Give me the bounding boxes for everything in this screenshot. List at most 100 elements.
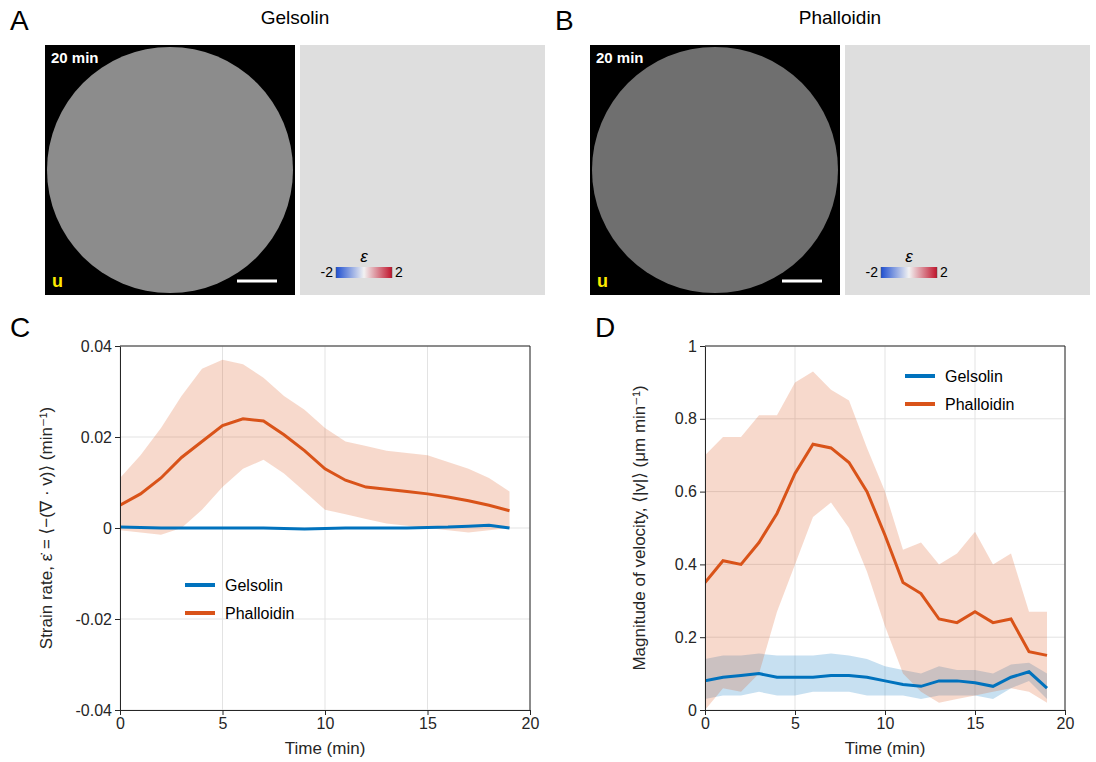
legend-swatch	[905, 374, 935, 378]
image-disc	[592, 47, 838, 293]
series-line	[120, 419, 510, 511]
scale-bar	[782, 280, 822, 283]
panel-letter: C	[10, 312, 30, 343]
x-axis-title: Time (min)	[845, 739, 926, 758]
legend-label: Gelsolin	[225, 577, 283, 594]
tick-label: -0.04	[76, 702, 113, 719]
strain-map-background	[300, 45, 545, 295]
y-axis: 0 0.2 0.4 0.6 0.8 1	[675, 338, 706, 719]
scale-bar	[237, 280, 277, 283]
strain-map-background	[845, 45, 1090, 295]
legend-label: Phalloidin	[945, 396, 1014, 413]
tick-label: 0.02	[81, 429, 112, 446]
tick-label: 10	[877, 715, 895, 732]
colorbar	[881, 267, 937, 278]
tick-label: 20	[1057, 715, 1075, 732]
time-label: 20 min	[51, 49, 99, 66]
tick: 0	[701, 710, 710, 732]
image-panel: BPhalloidin20 minuε-22	[555, 5, 1090, 295]
vector-label: u	[597, 271, 608, 291]
colorbar-tick	[881, 267, 882, 278]
plot-background	[120, 346, 530, 710]
tick-label: -0.02	[76, 611, 113, 628]
tick-mark	[428, 710, 429, 715]
legend-swatch	[185, 583, 215, 587]
frame-top	[120, 346, 530, 347]
colorbar	[336, 267, 392, 278]
tick: 5	[219, 710, 228, 732]
panel-letter: B	[555, 5, 574, 36]
tick: -0.02	[76, 611, 120, 628]
tick-label: 15	[967, 715, 985, 732]
image-disc	[47, 47, 293, 293]
plot-marks	[120, 360, 510, 535]
tick: 0.2	[675, 629, 705, 646]
tick-label: 15	[419, 715, 437, 732]
tick: 0	[688, 702, 705, 719]
tick-label: 0	[688, 702, 697, 719]
colorbar-tick	[937, 267, 938, 278]
panel-title: Phalloidin	[799, 7, 881, 28]
legend-label: Gelsolin	[945, 368, 1003, 385]
series-line	[120, 525, 510, 529]
tick-label: 0.6	[675, 483, 697, 500]
y-axis-title: Magnitude of velocity, ⟨|v|⟩ (μm min⁻¹)	[630, 385, 649, 670]
legend: Gelsolin Phalloidin	[185, 577, 294, 622]
colorbar-tick	[336, 267, 337, 278]
tick: 0	[103, 520, 120, 537]
series-line	[705, 672, 1047, 688]
tick: 0.02	[81, 429, 120, 446]
colorbar-tick	[392, 267, 393, 278]
tick: 0	[116, 710, 125, 732]
image-background	[590, 45, 840, 295]
frame-right	[530, 346, 531, 710]
colorbar-label: ε	[360, 247, 368, 266]
tick: 20	[1057, 710, 1075, 732]
tick-mark	[115, 437, 120, 438]
colorbar-label: ε	[905, 247, 913, 266]
tick-mark	[115, 528, 120, 529]
tick: 5	[791, 710, 800, 732]
colorbar-tick-label: 2	[395, 264, 403, 280]
tick-label: 5	[219, 715, 228, 732]
tick-label: 0.8	[675, 410, 697, 427]
tick-label: 0.2	[675, 629, 697, 646]
colorbar-tick-label: 2	[940, 264, 948, 280]
tick: 10	[877, 710, 895, 732]
figure: AGelsolin20 minuε-22BPhalloidin20 minuε-…	[0, 0, 1096, 762]
tick-label: 20	[522, 715, 540, 732]
axis-line	[120, 347, 121, 711]
frame-top	[705, 346, 1065, 347]
legend-swatch	[905, 402, 935, 406]
tick-mark	[700, 419, 705, 420]
tick: -0.04	[76, 702, 120, 719]
tick-mark	[530, 710, 531, 715]
grid-line-x	[1065, 346, 1066, 710]
grid-line-y	[705, 346, 1065, 347]
time-label: 20 min	[596, 49, 644, 66]
tick-label: 0.4	[675, 556, 697, 573]
x-axis-title: Time (min)	[285, 739, 366, 758]
grid	[705, 346, 1065, 710]
chart: D0510152000.20.40.60.81Time (min)Magnitu…	[595, 312, 1075, 758]
tick-mark	[700, 492, 705, 493]
tick-mark	[700, 346, 705, 347]
tick: 0.8	[675, 410, 705, 427]
tick-label: 1	[688, 338, 697, 355]
tick-mark	[115, 710, 120, 711]
tick-mark	[325, 710, 326, 715]
grid-line-y	[120, 346, 530, 347]
tick-mark	[700, 564, 705, 565]
tick-mark	[223, 710, 224, 715]
plot-marks	[705, 371, 1047, 710]
tick: 0.4	[675, 556, 705, 573]
x-axis: 05101520	[116, 710, 539, 732]
panel-title: Gelsolin	[261, 7, 330, 28]
error-band	[120, 360, 510, 535]
tick-mark	[885, 710, 886, 715]
legend-label: Phalloidin	[225, 605, 294, 622]
grid	[120, 346, 530, 710]
tick-mark	[795, 710, 796, 715]
chart: C05101520-0.04-0.0200.020.04Time (min)St…	[10, 312, 540, 758]
tick-label: 0	[116, 715, 125, 732]
